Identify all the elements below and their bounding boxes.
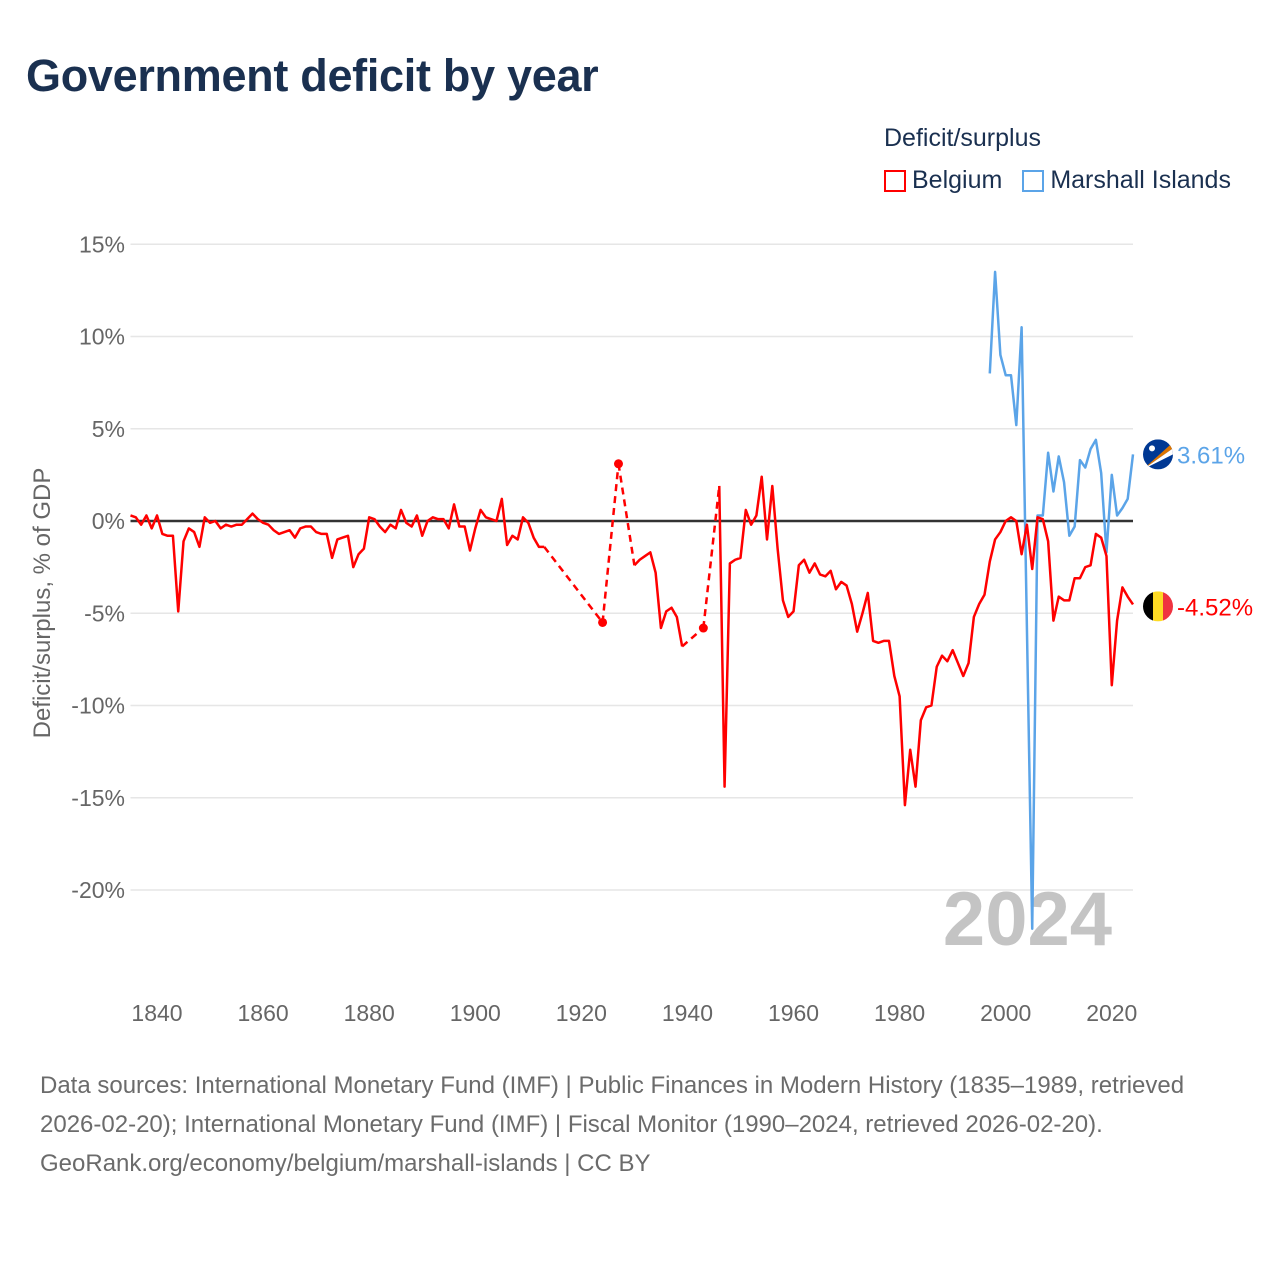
flag-stripe xyxy=(1143,442,1173,470)
data-point-belgium xyxy=(698,623,708,633)
x-tick-label: 1920 xyxy=(556,1000,607,1026)
series-line-belgium xyxy=(718,475,1135,807)
legend-swatch-marshall-islands xyxy=(1022,169,1045,192)
x-tick-label: 2000 xyxy=(980,1000,1031,1026)
y-tick-label: 5% xyxy=(92,416,125,442)
belgium-flag-icon xyxy=(1143,591,1173,622)
x-tick-label: 1980 xyxy=(874,1000,925,1026)
series-line-belgium xyxy=(633,551,684,647)
marshall-islands-flag-icon xyxy=(1143,439,1173,470)
legend-swatch-belgium xyxy=(884,169,906,192)
y-tick-label: -15% xyxy=(71,785,125,811)
end-value-label-belgium: -4.52% xyxy=(1177,594,1253,621)
gap-line-belgium xyxy=(601,463,620,623)
x-tick-label: 1900 xyxy=(450,1000,501,1026)
legend-item-marshall-islands[interactable]: Marshall Islands xyxy=(1022,166,1231,195)
flag-stripe xyxy=(1153,591,1163,622)
y-tick-label: -5% xyxy=(84,600,125,626)
y-tick-label: 15% xyxy=(79,231,125,257)
x-tick-label: 1960 xyxy=(768,1000,819,1026)
chart-title: Government deficit by year xyxy=(26,50,599,101)
series-line-belgium xyxy=(130,497,545,613)
legend-title: Deficit/surplus xyxy=(884,124,1041,152)
flag-stripe xyxy=(1143,448,1173,470)
legend: Belgium Marshall Islands xyxy=(884,166,1231,195)
flag-star xyxy=(1149,445,1155,452)
legend-label: Marshall Islands xyxy=(1050,166,1231,194)
series-line-marshall-islands xyxy=(988,270,1135,930)
gap-line-belgium xyxy=(681,627,705,648)
x-tick-label: 1860 xyxy=(238,1000,289,1026)
credit-link[interactable]: GeoRank.org/economy/belgium/marshall-isl… xyxy=(40,1150,651,1177)
x-tick-label: 2020 xyxy=(1086,1000,1137,1026)
data-point-belgium xyxy=(613,459,623,469)
y-tick-label: -10% xyxy=(71,693,125,719)
flag-body xyxy=(1143,439,1173,470)
data-sources: Data sources: International Monetary Fun… xyxy=(40,1072,1185,1138)
line-chart: 15% 10% 5% 0% -5% -10% -15% -20% 1840 1860 1880 190… xyxy=(29,231,1253,1026)
flag-body xyxy=(1143,591,1173,622)
legend-item-belgium[interactable]: Belgium xyxy=(884,166,1002,195)
y-axis-label: Deficit/surplus, % of GDP xyxy=(29,468,56,739)
gap-line-belgium xyxy=(543,546,604,624)
flag-stripe xyxy=(1143,591,1153,622)
gap-line-belgium xyxy=(702,485,721,629)
legend-label: Belgium xyxy=(912,166,1003,194)
x-tick-label: 1940 xyxy=(662,1000,713,1026)
year-watermark: 2024 xyxy=(943,877,1112,962)
x-tick-label: 1840 xyxy=(131,1000,182,1026)
data-point-belgium xyxy=(598,617,608,627)
footer: Data sources: International Monetary Fun… xyxy=(40,1066,1240,1183)
y-tick-label: 0% xyxy=(92,508,125,534)
y-tick-label: -20% xyxy=(71,877,125,903)
x-tick-label: 1880 xyxy=(344,1000,395,1026)
gap-line-belgium xyxy=(617,463,636,566)
y-tick-label: 10% xyxy=(79,324,125,350)
flag-stripe xyxy=(1163,591,1173,622)
end-value-label-marshall-islands: 3.61% xyxy=(1177,442,1245,469)
